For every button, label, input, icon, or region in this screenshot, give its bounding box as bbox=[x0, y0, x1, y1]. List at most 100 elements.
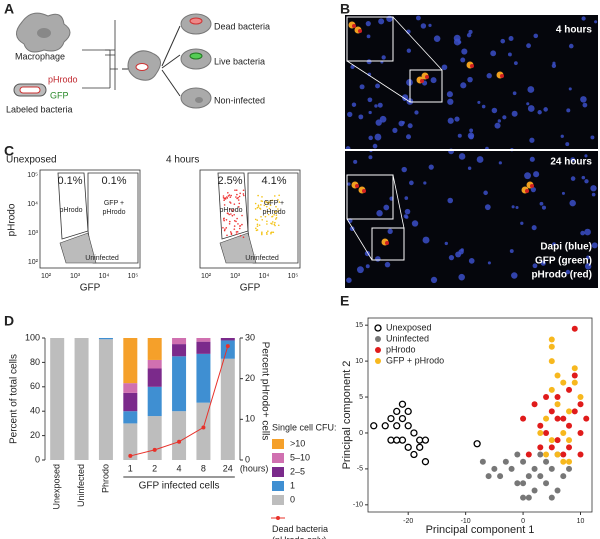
nucleus bbox=[487, 261, 491, 265]
nucleus bbox=[447, 98, 454, 105]
time-label: 4 hours bbox=[556, 25, 593, 36]
nucleus bbox=[524, 172, 531, 180]
panel-b bbox=[345, 15, 598, 288]
legend-label: Unexposed bbox=[386, 322, 432, 332]
nucleus bbox=[453, 34, 461, 42]
event bbox=[233, 225, 236, 227]
x-tick-label: 10³ bbox=[230, 273, 241, 280]
point bbox=[543, 394, 550, 401]
nucleus bbox=[483, 190, 488, 196]
nucleus bbox=[428, 23, 432, 27]
point bbox=[571, 408, 578, 415]
stain-label: GFP (green) bbox=[535, 256, 592, 267]
nucleus bbox=[404, 196, 409, 200]
event bbox=[267, 230, 269, 232]
point bbox=[404, 422, 412, 430]
point bbox=[502, 458, 509, 465]
nucleus bbox=[347, 182, 351, 186]
y2-tick-label: 0 bbox=[245, 454, 250, 464]
panel-c: Unexposed 4 hours pHrodo 0.1% 0.1% pHrodo G… bbox=[6, 155, 301, 294]
point bbox=[485, 473, 492, 480]
nucleus bbox=[552, 242, 556, 246]
inset-lines bbox=[346, 174, 405, 261]
nucleus bbox=[375, 256, 381, 262]
event bbox=[227, 195, 230, 197]
point bbox=[479, 458, 486, 465]
event bbox=[275, 214, 278, 217]
nucleus bbox=[507, 52, 512, 57]
event bbox=[234, 189, 236, 191]
nucleus bbox=[356, 266, 364, 274]
legend-label: Dead bacteria(pHrodo only) bbox=[272, 524, 328, 539]
legend-label: GFP + pHrodo bbox=[386, 355, 444, 365]
event bbox=[235, 189, 238, 191]
point bbox=[560, 458, 567, 465]
nucleus bbox=[584, 263, 592, 270]
event bbox=[256, 206, 259, 209]
point bbox=[548, 437, 555, 444]
event bbox=[254, 207, 257, 210]
event bbox=[261, 196, 263, 198]
plot-title: Unexposed bbox=[6, 155, 57, 166]
legend-label: 1 bbox=[290, 480, 295, 490]
legend-line-text: Dead bacteria bbox=[272, 524, 328, 534]
nucleus bbox=[568, 43, 574, 49]
bacteria-icon bbox=[135, 63, 149, 71]
event bbox=[239, 192, 241, 195]
line-point bbox=[152, 447, 157, 452]
bar-segment bbox=[98, 339, 113, 460]
event bbox=[271, 199, 274, 202]
label: Non-infected bbox=[214, 95, 265, 105]
y-tick-label: 100 bbox=[25, 332, 40, 342]
event bbox=[267, 203, 269, 205]
point bbox=[577, 451, 584, 458]
nucleus bbox=[500, 38, 506, 44]
event bbox=[224, 198, 227, 200]
legend-marker bbox=[375, 358, 381, 364]
nucleus bbox=[379, 115, 387, 123]
nucleus bbox=[502, 115, 507, 120]
nucleus bbox=[458, 153, 466, 160]
bar-segment bbox=[123, 338, 138, 384]
point bbox=[537, 473, 544, 480]
bar-segment bbox=[172, 344, 187, 357]
legend-title: Single cell CFU: bbox=[272, 422, 337, 432]
x-tick-label: 10⁴ bbox=[259, 273, 270, 280]
point bbox=[381, 422, 389, 430]
point bbox=[554, 401, 561, 408]
nucleus bbox=[377, 102, 383, 108]
nucleus bbox=[497, 119, 501, 123]
point bbox=[393, 422, 401, 430]
point bbox=[525, 451, 532, 458]
infected-cell bbox=[352, 24, 356, 28]
event bbox=[229, 231, 232, 233]
nucleus bbox=[581, 175, 586, 180]
nucleus bbox=[529, 156, 535, 162]
time-label: 24 hours bbox=[550, 157, 592, 168]
event bbox=[243, 194, 245, 197]
point bbox=[393, 407, 401, 416]
nucleus bbox=[407, 123, 413, 129]
event bbox=[273, 195, 276, 197]
x-tick-label: 10³ bbox=[70, 273, 81, 280]
nucleus bbox=[520, 221, 524, 225]
line-point bbox=[225, 344, 230, 349]
point bbox=[491, 465, 498, 472]
point bbox=[473, 440, 481, 448]
nucleus bbox=[498, 161, 502, 165]
point bbox=[537, 429, 544, 436]
inset-lines bbox=[346, 16, 443, 103]
bar-segment bbox=[147, 416, 162, 460]
line-point bbox=[177, 439, 182, 444]
nucleus bbox=[422, 236, 430, 244]
event bbox=[227, 191, 229, 194]
point bbox=[571, 325, 578, 332]
nucleus bbox=[511, 205, 515, 209]
infected-cell bbox=[530, 184, 534, 188]
event bbox=[233, 213, 235, 216]
point bbox=[520, 494, 527, 501]
nucleus bbox=[460, 82, 467, 89]
y-tick-label: 0 bbox=[359, 430, 363, 437]
nucleus bbox=[460, 57, 466, 63]
y2-tick-label: 10 bbox=[245, 414, 255, 424]
